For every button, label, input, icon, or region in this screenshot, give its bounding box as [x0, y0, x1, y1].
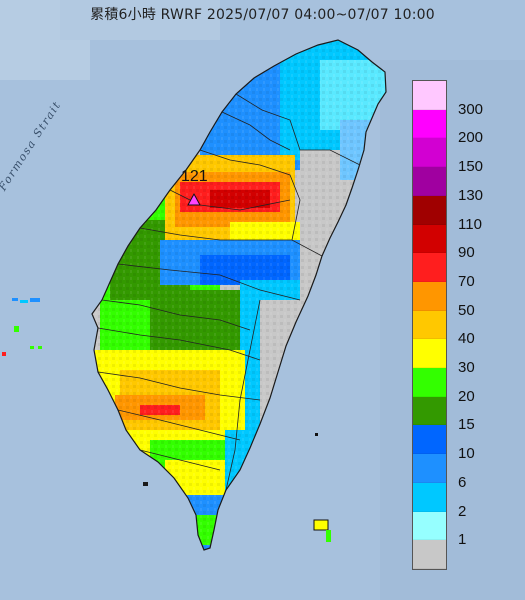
legend-label: 30 — [458, 359, 475, 377]
legend-label: 150 — [458, 158, 484, 176]
map-title: 累積6小時 RWRF 2025/07/07 04:00~07/07 10:00 — [90, 7, 435, 23]
legend-swatch — [413, 511, 446, 541]
legend-swatch — [413, 482, 446, 512]
legend-swatch — [413, 138, 446, 168]
legend-swatch — [413, 253, 446, 282]
legend-swatch — [413, 310, 446, 340]
legend-swatch — [413, 368, 446, 397]
legend-swatch — [413, 109, 446, 139]
legend-swatch — [413, 224, 446, 254]
legend-label: 10 — [458, 445, 475, 463]
legend-label: 200 — [458, 129, 484, 147]
legend-label: 300 — [458, 100, 484, 118]
legend-swatch — [413, 195, 446, 225]
legend-label: 15 — [458, 416, 475, 434]
county-boundaries — [97, 93, 361, 491]
legend-label: 110 — [458, 215, 482, 233]
legend-label: 130 — [458, 186, 484, 204]
legend-swatch — [413, 281, 446, 311]
max-marker-triangle — [187, 192, 201, 206]
color-legend — [412, 80, 447, 570]
legend-swatch — [413, 540, 446, 569]
legend-label: 40 — [458, 330, 475, 348]
legend-label: 1 — [458, 531, 467, 549]
max-rainfall-value: 121 — [181, 168, 208, 185]
legend-label: 2 — [458, 502, 467, 520]
legend-swatch — [413, 167, 446, 196]
legend-swatch — [413, 396, 446, 426]
legend-swatch — [413, 339, 446, 369]
legend-label: 70 — [458, 272, 475, 290]
legend-label: 50 — [458, 301, 475, 319]
legend-swatch — [413, 81, 446, 110]
legend-label: 6 — [458, 473, 467, 491]
legend-label: 90 — [458, 244, 475, 262]
legend-swatch — [413, 425, 446, 455]
legend-swatch — [413, 454, 446, 483]
offshore-islands — [2, 298, 331, 542]
legend-label: 20 — [458, 387, 475, 405]
